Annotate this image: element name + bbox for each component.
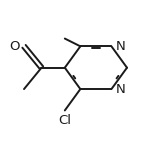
- Text: O: O: [10, 40, 20, 53]
- Text: N: N: [115, 40, 125, 53]
- Text: Cl: Cl: [58, 114, 71, 127]
- Text: N: N: [115, 83, 125, 96]
